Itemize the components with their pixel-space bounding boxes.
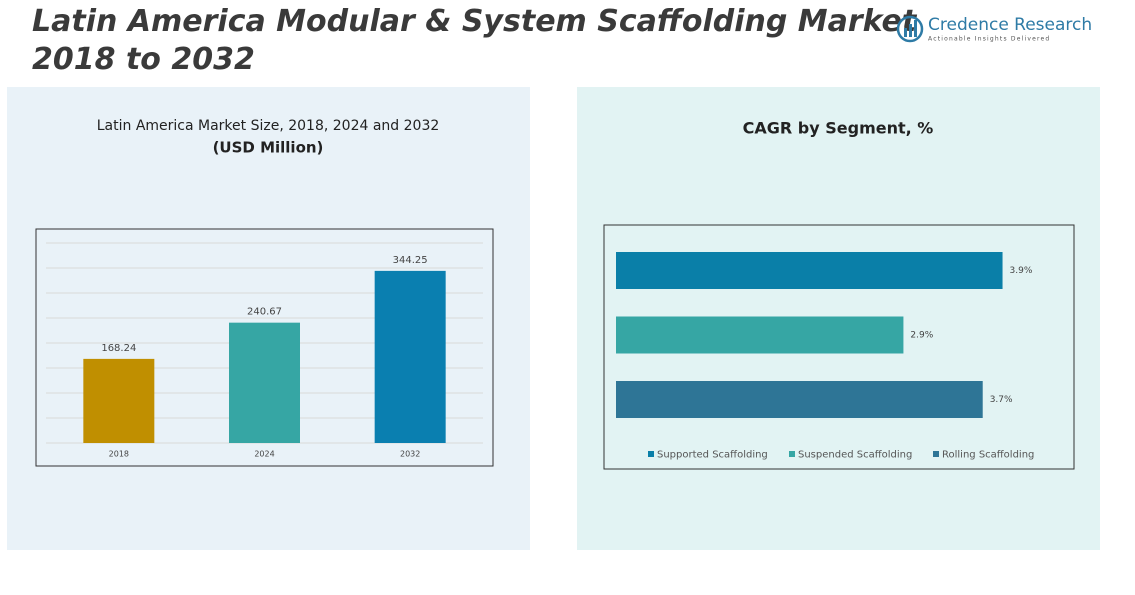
x-tick-label: 2024 [254, 450, 274, 459]
chart-subtitle: (USD Million) [213, 139, 324, 157]
bar [83, 358, 155, 443]
value-label: 168.24 [101, 343, 136, 354]
legend-swatch [933, 451, 939, 457]
x-tick-label: 2018 [109, 450, 129, 459]
value-label: 3.7% [990, 395, 1013, 405]
chart-title: Latin America Market Size, 2018, 2024 an… [97, 118, 440, 134]
logo-name: Credence Research [928, 15, 1092, 35]
bar [616, 381, 983, 418]
bar [616, 316, 904, 354]
logo-icon [896, 15, 924, 43]
chart-title: CAGR by Segment, % [743, 119, 934, 138]
value-label: 3.9% [1010, 266, 1033, 276]
value-label: 2.9% [910, 331, 933, 341]
bar [229, 322, 300, 443]
legend-label: Suspended Scaffolding [798, 450, 912, 461]
value-label: 344.25 [393, 255, 428, 266]
legend-swatch [648, 451, 654, 457]
bar [616, 252, 1003, 289]
logo-tagline: Actionable Insights Delivered [928, 36, 1050, 43]
legend-label: Supported Scaffolding [657, 450, 768, 461]
left-chart-frame [35, 228, 494, 467]
right-chart-frame [603, 224, 1075, 470]
page-title: 2018 to 2032 [32, 42, 255, 77]
legend-swatch [789, 451, 795, 457]
x-tick-label: 2032 [400, 450, 420, 459]
legend-label: Rolling Scaffolding [942, 450, 1034, 461]
value-label: 240.67 [247, 307, 282, 318]
page-title: Latin America Modular & System Scaffoldi… [32, 4, 917, 39]
bar [374, 270, 446, 443]
